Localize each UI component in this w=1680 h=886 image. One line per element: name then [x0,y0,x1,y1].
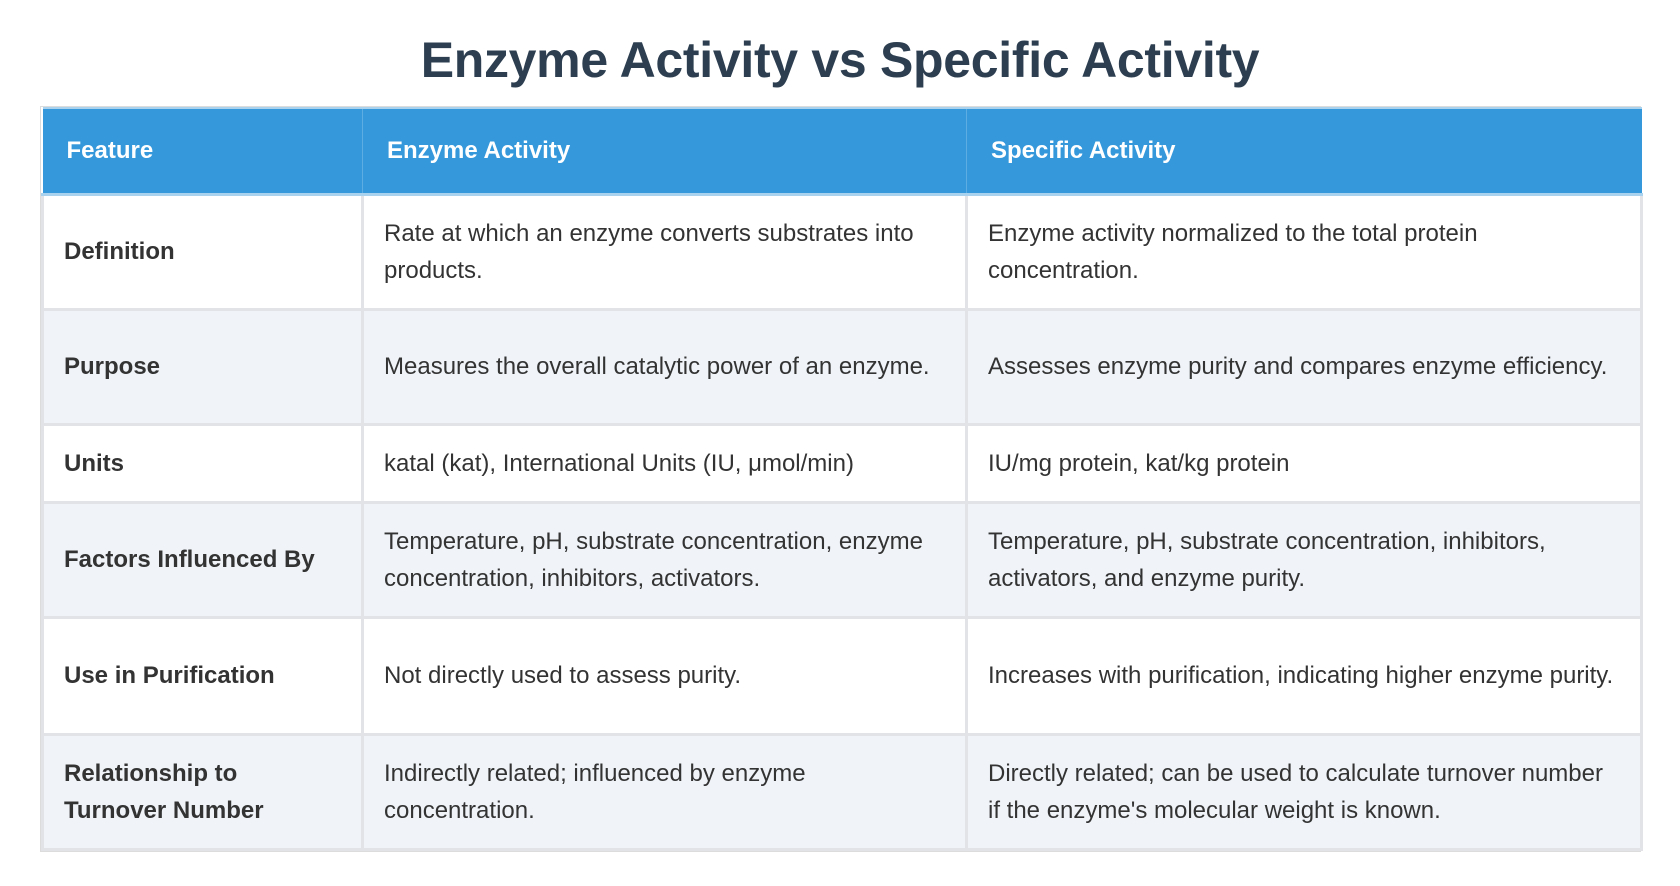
table-row-relationship-to-turnover-number: Relationship to Turnover Number Indirect… [41,732,1643,851]
table-row-definition: Definition Rate at which an enzyme conve… [41,192,1643,311]
specific-activity-cell: Enzyme activity normalized to the total … [965,192,1643,311]
enzyme-activity-cell: Temperature, pH, substrate concentration… [361,500,968,619]
table-body: Definition Rate at which an enzyme conve… [41,192,1643,851]
feature-cell: Relationship to Turnover Number [41,732,364,851]
table-row-units: Units katal (kat), International Units (… [41,422,1643,504]
specific-activity-cell: Temperature, pH, substrate concentration… [965,500,1643,619]
comparison-table-container: Feature Enzyme Activity Specific Activit… [41,107,1643,851]
column-header-enzyme-activity: Enzyme Activity [362,107,967,196]
enzyme-activity-cell: Indirectly related; influenced by enzyme… [361,732,968,851]
table-header: Feature Enzyme Activity Specific Activit… [42,107,1642,196]
feature-cell: Purpose [41,307,364,426]
enzyme-activity-cell: Measures the overall catalytic power of … [361,307,968,426]
specific-activity-cell: Assesses enzyme purity and compares enzy… [965,307,1643,426]
feature-cell: Use in Purification [41,615,364,736]
enzyme-activity-cell: Rate at which an enzyme converts substra… [361,192,968,311]
specific-activity-cell: Increases with purification, indicating … [965,615,1643,736]
table-row-use-in-purification: Use in Purification Not directly used to… [41,615,1643,736]
table-row-factors-influenced-by: Factors Influenced By Temperature, pH, s… [41,500,1643,619]
table-row-purpose: Purpose Measures the overall catalytic p… [41,307,1643,426]
comparison-table: Feature Enzyme Activity Specific Activit… [41,107,1643,851]
header-row: Feature Enzyme Activity Specific Activit… [42,107,1642,196]
enzyme-activity-cell: Not directly used to assess purity. [361,615,968,736]
feature-cell: Factors Influenced By [41,500,364,619]
specific-activity-cell: IU/mg protein, kat/kg protein [965,422,1643,504]
feature-cell: Units [41,422,364,504]
page-title: Enzyme Activity vs Specific Activity [420,32,1260,88]
column-header-specific-activity: Specific Activity [966,107,1642,196]
enzyme-activity-cell: katal (kat), International Units (IU, μm… [361,422,968,504]
specific-activity-cell: Directly related; can be used to calcula… [965,732,1643,851]
feature-cell: Definition [41,192,364,311]
column-header-feature: Feature [42,107,363,196]
